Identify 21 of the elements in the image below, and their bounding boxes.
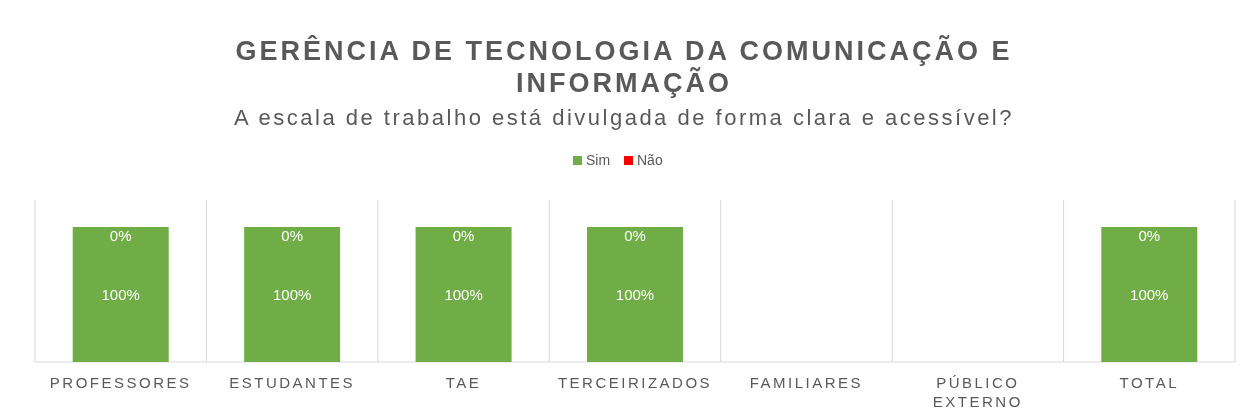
x-tick-label: PROFESSORES: [49, 374, 192, 391]
data-label: 0%: [624, 227, 646, 244]
x-tick-label: FAMILIARES: [749, 374, 864, 391]
data-label: 100%: [1130, 285, 1169, 303]
x-tick-label: TOTAL: [1119, 374, 1180, 391]
data-label: 100%: [101, 285, 140, 303]
data-label: 100%: [615, 285, 655, 303]
chart-subtitle: A escala de trabalho está divulgada de forma clara e acessível?: [234, 105, 1014, 130]
x-tick-label: TERCEIRIZADOS: [557, 374, 713, 391]
data-label: 0%: [109, 227, 132, 244]
x-tick-label: TAE: [445, 374, 482, 391]
legend-label: Sim: [586, 152, 611, 168]
x-tick-label: PÚBLICO EXTERNO: [932, 374, 1023, 410]
data-label: 100%: [444, 285, 483, 303]
data-label: 0%: [452, 227, 475, 244]
legend-label: Não: [637, 152, 663, 168]
data-label: 0%: [1138, 227, 1161, 244]
x-tick-label: ESTUDANTES: [229, 374, 356, 391]
data-label: 0%: [281, 227, 303, 244]
chart-title: GERÊNCIA DE TECNOLOGIA DA COMUNICAÇÃO E INFORMAÇÃO: [235, 35, 1013, 98]
data-label: 100%: [272, 285, 312, 303]
